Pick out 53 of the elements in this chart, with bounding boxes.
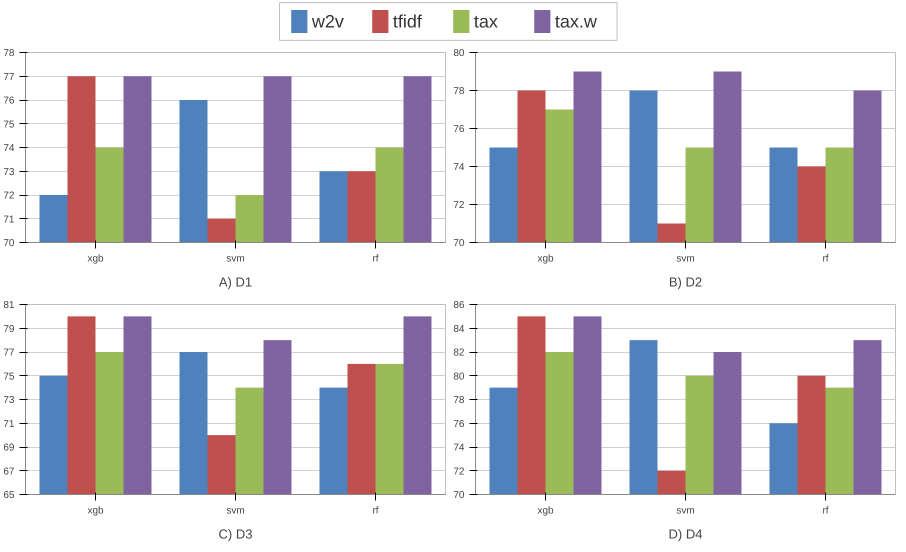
y-tick-label: 79 xyxy=(3,324,15,335)
y-tick-label: 75 xyxy=(3,119,15,130)
x-tick-label: xgb xyxy=(87,506,104,516)
y-tick-label: 81 xyxy=(3,300,15,311)
y-tick-label: 71 xyxy=(3,214,15,226)
x-tick-label: xgb xyxy=(87,254,104,264)
y-tick-label: 70 xyxy=(3,238,15,249)
x-tick-label: svm xyxy=(676,254,695,264)
y-tick-label: 67 xyxy=(3,466,15,478)
y-tick-label: 74 xyxy=(453,162,465,173)
y-tick-label: 72 xyxy=(3,190,15,202)
legend-label: tax xyxy=(474,12,498,32)
text: D) D4 xyxy=(668,526,702,542)
legend-label: tax.w xyxy=(554,12,598,32)
y-tick-label: 73 xyxy=(3,166,15,178)
x-tick-label: svm xyxy=(226,254,245,264)
y-tick-label: 78 xyxy=(453,395,465,406)
x-tick-label: rf xyxy=(372,506,379,516)
legend-label: w2v xyxy=(310,12,344,32)
y-tick-label: 70 xyxy=(453,238,465,249)
x-tick-label: rf xyxy=(822,506,829,516)
x-tick-label: svm xyxy=(226,506,245,516)
y-tick-label: 76 xyxy=(3,96,15,106)
y-tick-label: 77 xyxy=(3,72,15,83)
y-tick-label: 76 xyxy=(453,124,465,135)
x-tick-label: xgb xyxy=(537,254,554,264)
text: C) D3 xyxy=(218,526,252,542)
y-tick-label: 70 xyxy=(453,490,465,501)
legend-label: tfidf xyxy=(392,12,423,32)
y-tick-label: 86 xyxy=(453,300,465,311)
x-tick-label: rf xyxy=(372,254,379,264)
y-tick-label: 80 xyxy=(453,48,465,59)
text: A) D1 xyxy=(218,274,252,290)
y-tick-label: 74 xyxy=(453,442,465,454)
y-tick-label: 69 xyxy=(3,442,15,454)
x-tick-label: rf xyxy=(822,254,829,264)
y-tick-label: 78 xyxy=(453,86,465,97)
x-tick-label: xgb xyxy=(537,506,554,516)
x-tick-label: svm xyxy=(676,506,695,516)
y-tick-label: 72 xyxy=(453,466,465,478)
y-tick-label: 84 xyxy=(453,324,465,335)
y-tick-label: 73 xyxy=(3,395,15,406)
y-tick-label: 72 xyxy=(453,200,465,211)
y-tick-label: 76 xyxy=(453,418,465,430)
y-tick-label: 75 xyxy=(3,371,15,382)
y-tick-label: 80 xyxy=(453,371,465,382)
y-tick-label: 78 xyxy=(3,48,15,59)
y-tick-label: 65 xyxy=(3,490,15,501)
y-tick-label: 71 xyxy=(3,418,15,430)
y-tick-label: 74 xyxy=(3,143,15,154)
y-tick-label: 82 xyxy=(453,348,465,358)
text: B) D2 xyxy=(668,274,702,290)
y-tick-label: 77 xyxy=(3,348,15,358)
